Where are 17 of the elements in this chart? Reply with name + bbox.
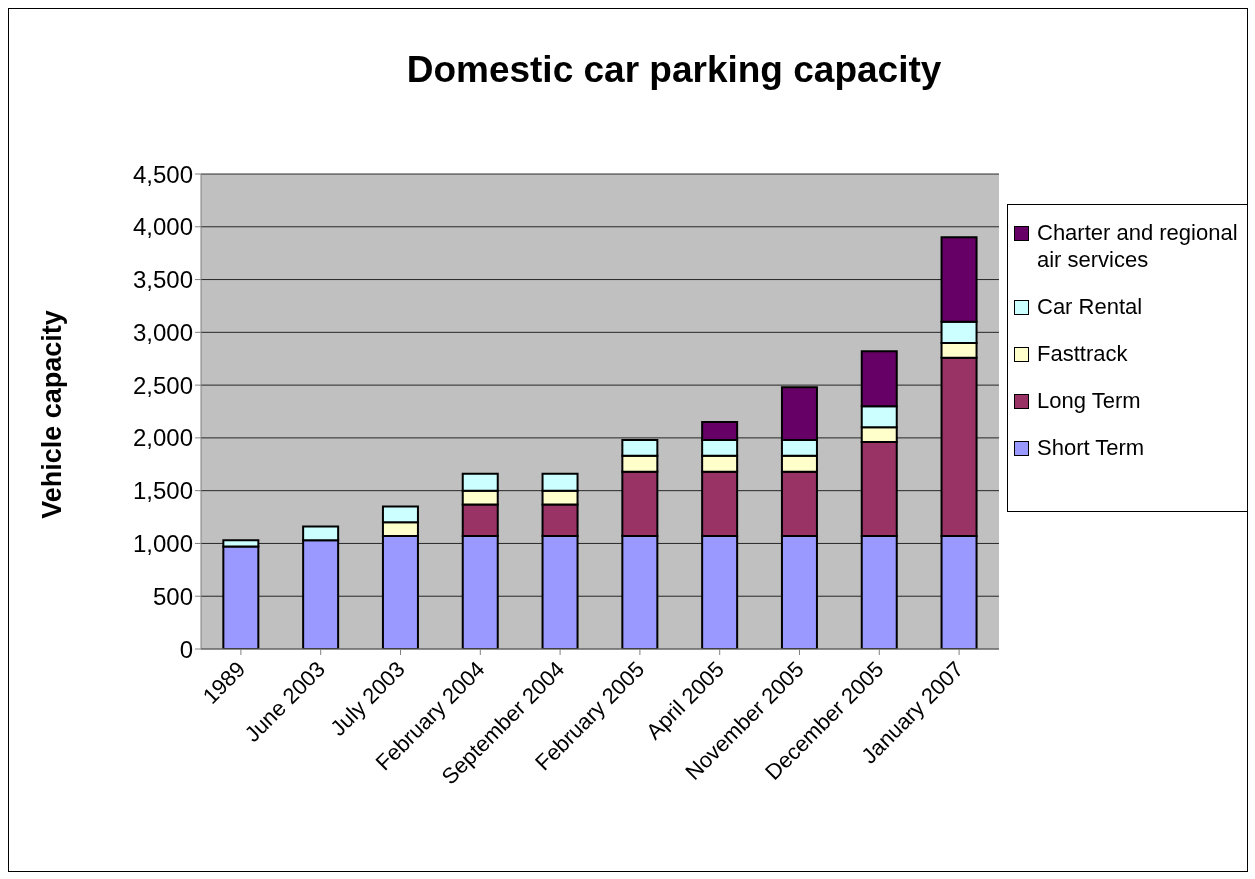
y-tick-label: 4,000	[132, 213, 193, 241]
y-tick-label: 3,000	[132, 318, 193, 346]
legend-label: Charter and regional air services	[1037, 219, 1239, 273]
legend-label: Car Rental	[1037, 293, 1143, 320]
y-tick-label: 500	[152, 582, 193, 610]
legend-label: Long Term	[1037, 387, 1141, 414]
y-tick-label: 1,000	[132, 529, 193, 557]
chart-title: Domestic car parking capacity	[405, 49, 943, 91]
y-axis-title: Vehicle capacity	[36, 309, 68, 519]
legend-label: Short Term	[1037, 434, 1145, 461]
y-tick-label: 3,500	[132, 266, 193, 294]
y-tick-label: 1,500	[132, 477, 193, 505]
y-tick-label: 4,500	[132, 160, 193, 188]
y-tick-label: 0	[179, 635, 193, 663]
legend-label: Fasttrack	[1037, 340, 1128, 367]
y-tick-label: 2,000	[132, 424, 193, 452]
y-tick-label: 2,500	[132, 371, 193, 399]
